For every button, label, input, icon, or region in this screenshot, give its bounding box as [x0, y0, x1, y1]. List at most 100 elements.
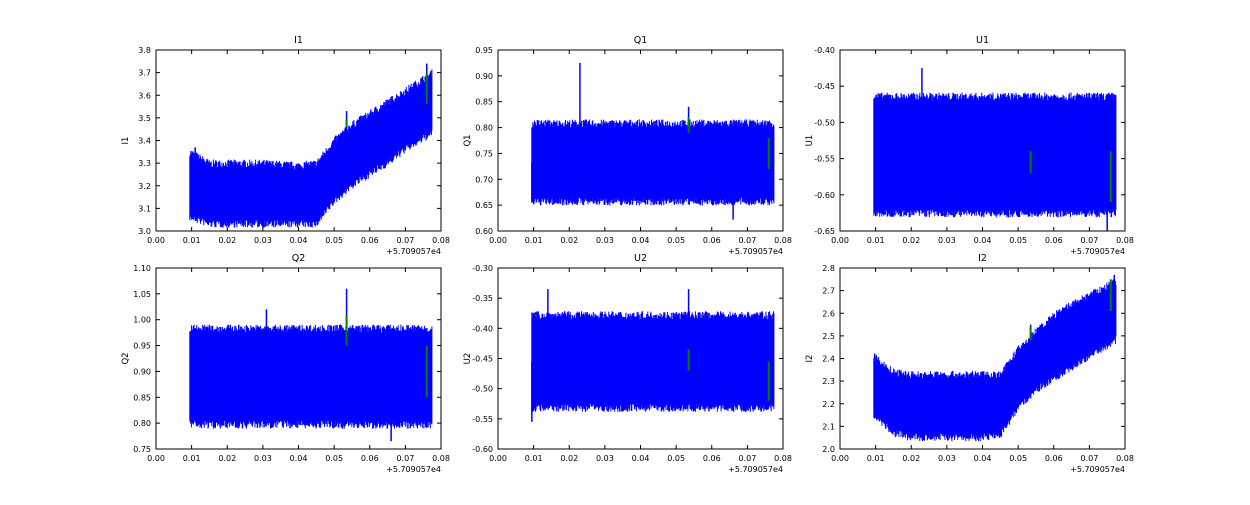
y-tick-label: -0.65: [814, 227, 835, 236]
y-tick-label: 3.1: [138, 204, 151, 213]
x-tick-label: 0.05: [325, 454, 343, 463]
x-tick-label: 0.05: [1009, 454, 1027, 463]
x-offset-text: +5.709057e4: [1070, 465, 1125, 474]
subplot-title: I2: [978, 253, 987, 264]
x-tick-label: 0.05: [1009, 236, 1027, 245]
x-tick-label: 0.08: [774, 454, 792, 463]
subplot-i1: 0.00 0.01 0.02 0.03 0.04 0.05 0.06 0.07 0.08 3.0 3…: [121, 35, 450, 256]
y-tick-label: 0.60: [475, 227, 493, 236]
y-axis-label: U2: [463, 353, 473, 365]
x-tick-label: 0.03: [596, 454, 614, 463]
x-tick-label: 0.04: [632, 236, 650, 245]
x-tick-label: 0.01: [183, 454, 201, 463]
subplot-title: U2: [634, 253, 647, 264]
x-tick-label: 0.04: [290, 236, 308, 245]
y-tick-label: -0.30: [472, 264, 493, 273]
y-tick-label: 2.3: [822, 377, 835, 386]
y-tick-label: 0.85: [133, 393, 151, 402]
series-noise: [873, 92, 1117, 218]
x-offset-text: +5.709057e4: [728, 465, 783, 474]
x-tick-label: 0.02: [560, 454, 578, 463]
y-tick-label: 0.95: [133, 342, 151, 351]
y-tick-label: 0.90: [133, 367, 151, 376]
y-tick-label: 0.75: [475, 149, 493, 158]
series-noise: [531, 119, 775, 206]
x-tick-label: 0.03: [596, 236, 614, 245]
series-line: [531, 289, 775, 422]
y-tick-label: 2.2: [822, 400, 835, 409]
y-tick-label: 0.80: [133, 419, 151, 428]
y-tick-label: 3.2: [138, 182, 151, 191]
x-tick-label: 0.00: [831, 236, 849, 245]
series-line: [531, 62, 775, 220]
subplot-i2: 0.00 0.01 0.02 0.03 0.04 0.05 0.06 0.07 0.08 2.0 2…: [805, 253, 1134, 474]
x-tick-label: 0.03: [938, 236, 956, 245]
x-tick-label: 0.06: [703, 454, 721, 463]
y-tick-label: 1.05: [133, 290, 151, 299]
y-tick-label: 0.80: [475, 124, 493, 133]
y-tick-label: -0.60: [814, 191, 835, 200]
y-axis-label: Q1: [463, 134, 473, 146]
series-line: [873, 68, 1117, 231]
y-tick-label: 3.7: [138, 69, 151, 78]
y-tick-label: 0.95: [475, 46, 493, 55]
y-tick-label: 2.1: [822, 422, 835, 431]
x-offset-text: +5.709057e4: [386, 465, 441, 474]
x-tick-label: 0.04: [632, 454, 650, 463]
y-tick-label: -0.40: [472, 324, 493, 333]
x-tick-label: 0.02: [218, 454, 236, 463]
series-line: [189, 63, 433, 228]
x-tick-label: 0.07: [1080, 236, 1098, 245]
y-tick-label: 1.00: [133, 316, 151, 325]
y-tick-label: 2.7: [822, 287, 835, 296]
y-tick-label: 2.8: [822, 264, 835, 273]
series-noise: [531, 311, 775, 412]
x-tick-label: 0.05: [667, 236, 685, 245]
subplot-title: Q2: [292, 253, 306, 264]
y-tick-label: 1.10: [133, 264, 151, 273]
y-axis-label: U1: [805, 135, 815, 147]
y-tick-label: 3.4: [138, 137, 151, 146]
series-line: [189, 288, 433, 442]
x-tick-label: 0.00: [147, 454, 165, 463]
x-offset-text: +5.709057e4: [1070, 247, 1125, 256]
y-tick-label: 3.6: [138, 91, 151, 100]
y-tick-label: 3.5: [138, 114, 151, 123]
y-axis-label: I2: [805, 355, 815, 363]
x-tick-label: 0.07: [738, 454, 756, 463]
x-tick-label: 0.08: [1116, 454, 1134, 463]
x-tick-label: 0.01: [525, 454, 543, 463]
x-tick-label: 0.06: [361, 454, 379, 463]
subplot-title: U1: [976, 35, 989, 46]
y-tick-label: 0.90: [475, 72, 493, 81]
y-tick-label: -0.45: [472, 355, 493, 364]
subplot-title: Q1: [634, 35, 648, 46]
y-tick-label: 2.0: [822, 445, 835, 454]
y-tick-label: 0.85: [475, 98, 493, 107]
y-tick-label: -0.60: [472, 445, 493, 454]
y-tick-label: -0.35: [472, 294, 493, 303]
x-tick-label: 0.00: [147, 236, 165, 245]
x-tick-label: 0.05: [667, 454, 685, 463]
x-tick-label: 0.02: [902, 236, 920, 245]
x-tick-label: 0.07: [396, 454, 414, 463]
subplot-q1: 0.00 0.01 0.02 0.03 0.04 0.05 0.06 0.07 0.08 0.60…: [463, 35, 792, 256]
y-tick-label: 0.75: [133, 445, 151, 454]
subplot-q2: 0.00 0.01 0.02 0.03 0.04 0.05 0.06 0.07 0.08 0.75…: [121, 253, 450, 474]
y-axis-label: Q2: [121, 352, 131, 364]
x-offset-text: +5.709057e4: [386, 247, 441, 256]
y-tick-label: -0.55: [472, 415, 493, 424]
x-tick-label: 0.06: [1045, 236, 1063, 245]
x-tick-label: 0.02: [560, 236, 578, 245]
y-tick-label: -0.50: [814, 118, 835, 127]
x-tick-label: 0.02: [902, 454, 920, 463]
x-tick-label: 0.05: [325, 236, 343, 245]
y-tick-label: 2.4: [822, 355, 835, 364]
x-tick-label: 0.01: [525, 236, 543, 245]
series-noise: [189, 324, 433, 429]
y-tick-label: 3.3: [138, 159, 151, 168]
x-tick-label: 0.04: [974, 236, 992, 245]
x-tick-label: 0.04: [974, 454, 992, 463]
x-tick-label: 0.08: [432, 454, 450, 463]
